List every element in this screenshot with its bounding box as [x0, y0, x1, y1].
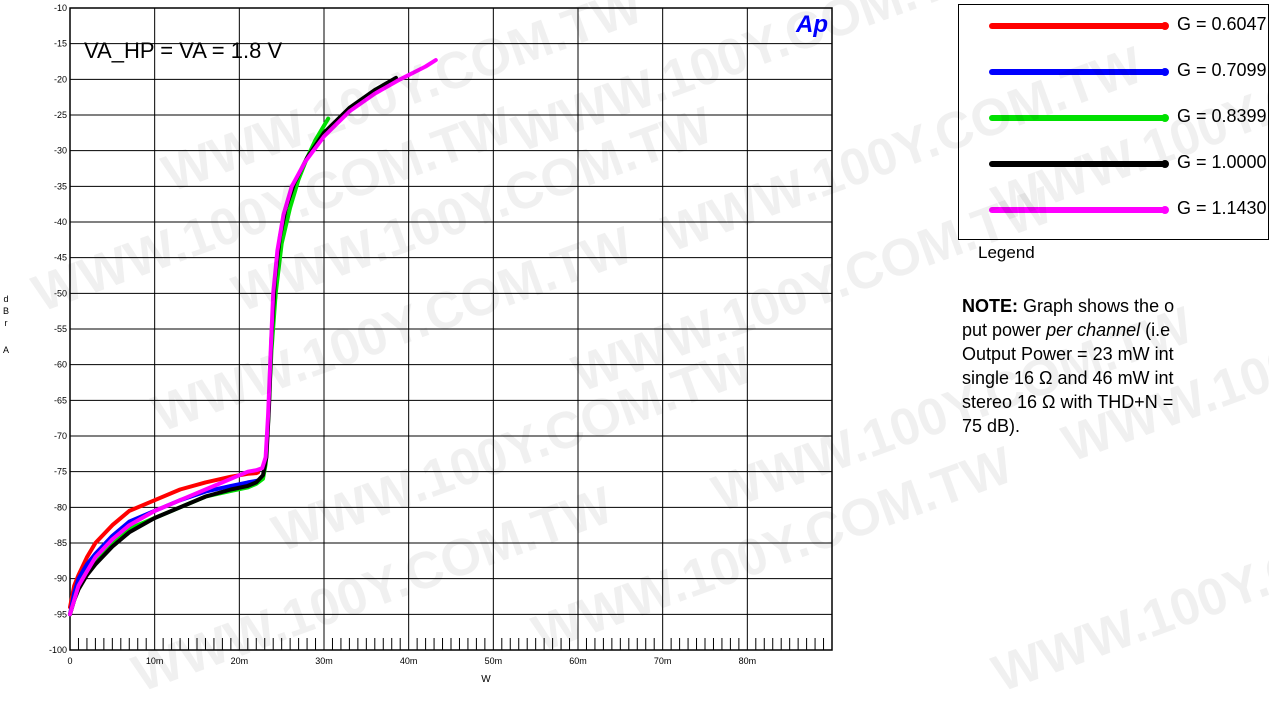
note-label: NOTE: — [962, 296, 1018, 316]
y-tick-label: -10 — [54, 3, 67, 13]
note-line-3: Output Power = 23 mW int — [962, 344, 1174, 364]
y-tick-label: -100 — [49, 645, 67, 655]
ap-logo: Ap — [795, 11, 828, 38]
legend-swatch — [989, 161, 1165, 167]
legend-item: G = 1.0000 — [989, 149, 1269, 183]
legend-swatch-end — [1161, 22, 1169, 30]
x-tick-label: 10m — [146, 656, 164, 666]
grid — [70, 7, 832, 651]
y-tick-label: -80 — [54, 502, 67, 512]
y-tick-label: -70 — [54, 431, 67, 441]
y-tick-label: -50 — [54, 288, 67, 298]
x-tick-label: 60m — [569, 656, 587, 666]
x-tick-label: 40m — [400, 656, 418, 666]
legend-swatch — [989, 207, 1165, 213]
y-tick-label: -40 — [54, 217, 67, 227]
y-tick-label: -90 — [54, 574, 67, 584]
note-line-6: 75 dB). — [962, 416, 1021, 436]
legend-item: G = 0.6047 — [989, 11, 1269, 45]
y-tick-label: -60 — [54, 360, 67, 370]
y-axis-label-char: r — [5, 318, 8, 328]
note-line-5: stereo 16 Ω with THD+N = — [962, 392, 1174, 412]
x-tick-label: 30m — [315, 656, 333, 666]
note-line-1: Graph shows the o — [1018, 296, 1175, 316]
legend-label: G = 1.1430 — [1177, 198, 1267, 218]
plot-frame — [69, 7, 833, 651]
legend-item: G = 1.1430 — [989, 195, 1269, 229]
y-tick-label: -95 — [54, 609, 67, 619]
legend-label: G = 0.6047 — [1177, 14, 1267, 34]
y-axis-label-char: A — [3, 345, 9, 355]
legend-item: G = 0.8399 — [989, 103, 1269, 137]
legend-caption: Legend — [978, 243, 1035, 262]
y-tick-label: -55 — [54, 324, 67, 334]
watermark: WWW.100Y.COM.TW — [985, 476, 1269, 704]
note-line-2b: (i.e — [1140, 320, 1171, 340]
x-tick-label: 50m — [485, 656, 503, 666]
note-text: NOTE: Graph shows the o put power per ch… — [962, 294, 1269, 438]
x-tick-label: 70m — [654, 656, 672, 666]
legend-label: G = 1.0000 — [1177, 152, 1267, 172]
series-line — [68, 58, 438, 617]
x-tick-label: 20m — [231, 656, 249, 666]
x-tick-label: 80m — [739, 656, 757, 666]
y-axis-label-char: B — [3, 306, 9, 316]
note-line-2-italic: per channel — [1046, 320, 1141, 340]
note-line-4: single 16 Ω and 46 mW int — [962, 368, 1174, 388]
legend-swatch-end — [1161, 68, 1169, 76]
y-axis-label-char: d — [3, 294, 8, 304]
note-line-2a: put power — [962, 320, 1047, 340]
y-tick-label: -25 — [54, 110, 67, 120]
y-tick-label: -35 — [54, 181, 67, 191]
legend-swatch — [989, 23, 1165, 29]
legend-swatch-end — [1161, 114, 1169, 122]
legend-item: G = 0.7099 — [989, 57, 1269, 91]
legend-swatch — [989, 69, 1165, 75]
y-tick-label: -65 — [54, 395, 67, 405]
legend-box: G = 0.6047 G = 0.7099 G = 0.8399 G = 1.0000… — [958, 4, 1269, 240]
chart-plot: -10 -15 -20 -25 -30 -35 -40 -45 -50 -55 -60 -65 -70 -… — [3, 3, 833, 685]
chart-title: VA_HP = VA = 1.8 V — [84, 38, 282, 63]
y-tick-label: -20 — [54, 74, 67, 84]
legend-swatch — [989, 115, 1165, 121]
legend-label: G = 0.7099 — [1177, 60, 1267, 80]
x-tick-label: 0 — [67, 656, 72, 666]
series-line — [68, 478, 263, 617]
legend-label: G = 0.8399 — [1177, 106, 1267, 126]
legend-swatch-end — [1161, 206, 1169, 214]
x-axis-label: W — [481, 674, 491, 685]
legend-swatch-end — [1161, 160, 1169, 168]
y-tick-label: -15 — [54, 39, 67, 49]
y-tick-label: -85 — [54, 538, 67, 548]
y-tick-label: -30 — [54, 146, 67, 156]
y-tick-label: -45 — [54, 253, 67, 263]
y-tick-label: -75 — [54, 467, 67, 477]
